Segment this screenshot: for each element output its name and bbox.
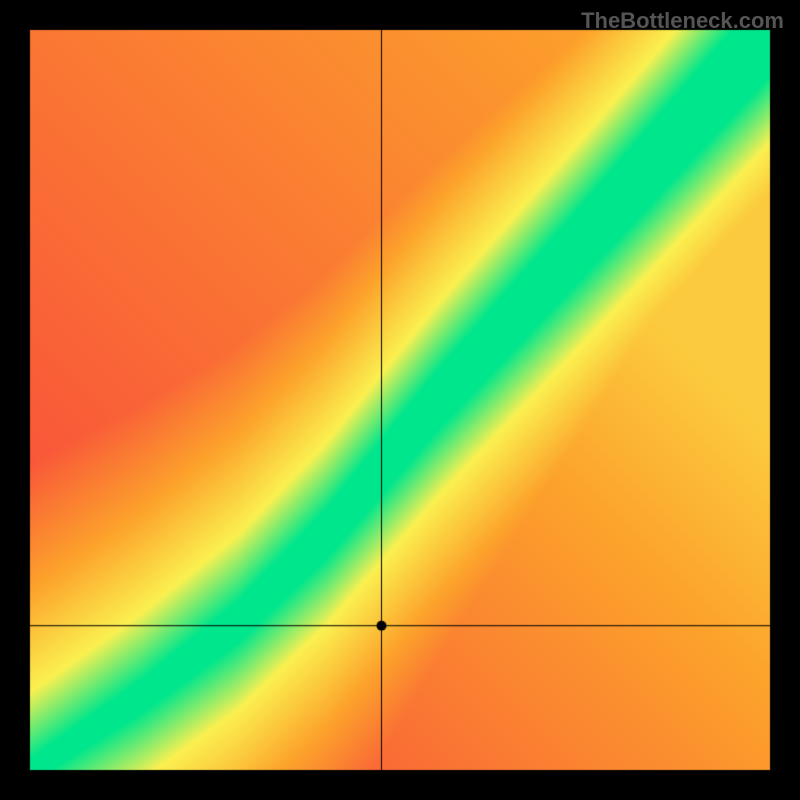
watermark-text: TheBottleneck.com (581, 8, 784, 34)
bottleneck-heatmap (0, 0, 800, 800)
